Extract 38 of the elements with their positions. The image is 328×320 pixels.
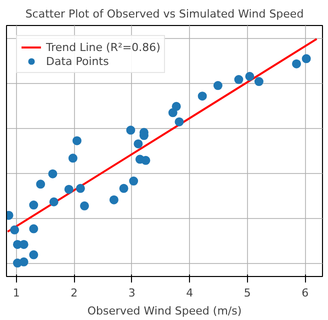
point xyxy=(109,195,118,204)
legend-label: Data Points xyxy=(46,54,109,68)
point xyxy=(245,72,254,81)
point xyxy=(80,201,89,210)
point xyxy=(234,75,244,84)
point xyxy=(72,136,82,146)
point xyxy=(141,156,150,165)
x-tick-label: 1 xyxy=(12,286,20,300)
point xyxy=(29,224,38,234)
x-tick-label: 2 xyxy=(70,286,78,300)
point xyxy=(36,180,46,189)
point xyxy=(68,154,78,163)
point xyxy=(49,197,58,206)
x-axis-title: Observed Wind Speed (m/s) xyxy=(87,304,242,318)
point xyxy=(48,169,58,178)
legend-label: Trend Line (R²=0.86) xyxy=(46,40,160,54)
point xyxy=(119,184,128,193)
point xyxy=(76,184,85,193)
point xyxy=(134,139,143,148)
point xyxy=(198,92,207,101)
point xyxy=(129,176,138,186)
x-tick-label: 5 xyxy=(244,286,251,300)
point xyxy=(126,126,136,135)
x-tick-label: 3 xyxy=(128,286,136,300)
point xyxy=(302,54,311,64)
point xyxy=(292,59,302,68)
x-tick-label: 4 xyxy=(186,286,194,300)
point xyxy=(10,225,20,234)
point xyxy=(172,102,181,111)
chart-title: Scatter Plot of Observed vs Simulated Wind Speed xyxy=(25,8,304,20)
point xyxy=(174,117,184,126)
point xyxy=(29,200,38,210)
point xyxy=(254,77,264,86)
x-tick-label: 6 xyxy=(302,286,309,300)
point xyxy=(19,257,28,266)
point xyxy=(29,250,38,260)
point xyxy=(213,81,222,90)
point xyxy=(64,184,74,194)
